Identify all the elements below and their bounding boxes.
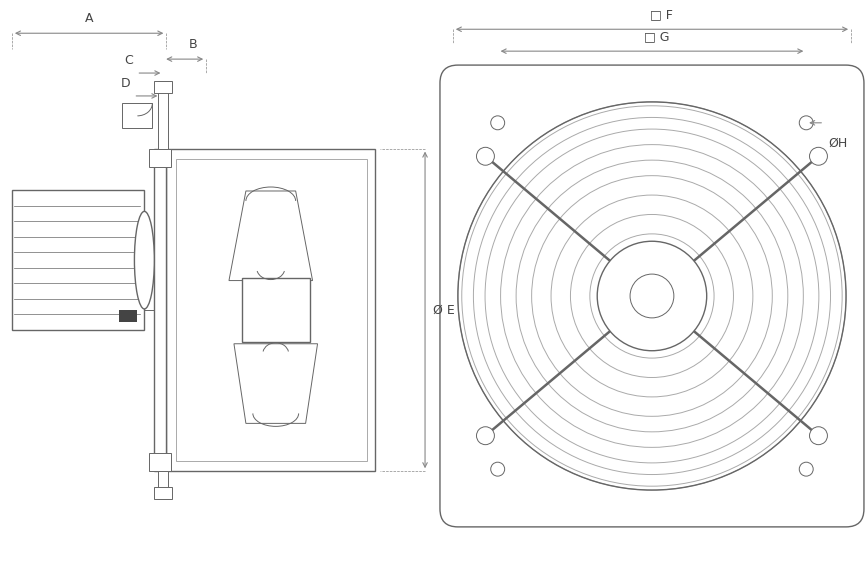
Bar (154, 81, 173, 93)
Circle shape (630, 274, 674, 318)
Text: C: C (124, 54, 133, 67)
Ellipse shape (134, 211, 154, 309)
Bar (166, 149, 375, 471)
FancyBboxPatch shape (440, 65, 864, 527)
Text: B: B (188, 38, 197, 51)
Bar (12, 191, 145, 330)
Bar (154, 149, 166, 471)
Text: A: A (85, 12, 94, 25)
Circle shape (799, 462, 813, 476)
Polygon shape (234, 344, 317, 423)
Bar (159, 471, 168, 499)
Polygon shape (229, 191, 313, 281)
Bar (149, 149, 172, 167)
Text: ØH: ØH (828, 137, 847, 150)
Bar (154, 487, 173, 499)
Bar (176, 158, 368, 461)
Bar (122, 103, 153, 129)
Circle shape (477, 427, 494, 445)
Bar (149, 453, 172, 471)
Text: Ø E: Ø E (433, 303, 455, 316)
Circle shape (799, 116, 813, 130)
Bar (120, 310, 137, 322)
Circle shape (810, 147, 827, 165)
Circle shape (477, 147, 494, 165)
Text: □ F: □ F (650, 8, 674, 21)
Text: □ G: □ G (644, 30, 669, 43)
Circle shape (491, 116, 505, 130)
Circle shape (810, 427, 827, 445)
Circle shape (597, 241, 707, 350)
Text: D: D (121, 77, 130, 90)
Bar (159, 81, 168, 149)
Circle shape (491, 462, 505, 476)
Bar (242, 278, 310, 342)
